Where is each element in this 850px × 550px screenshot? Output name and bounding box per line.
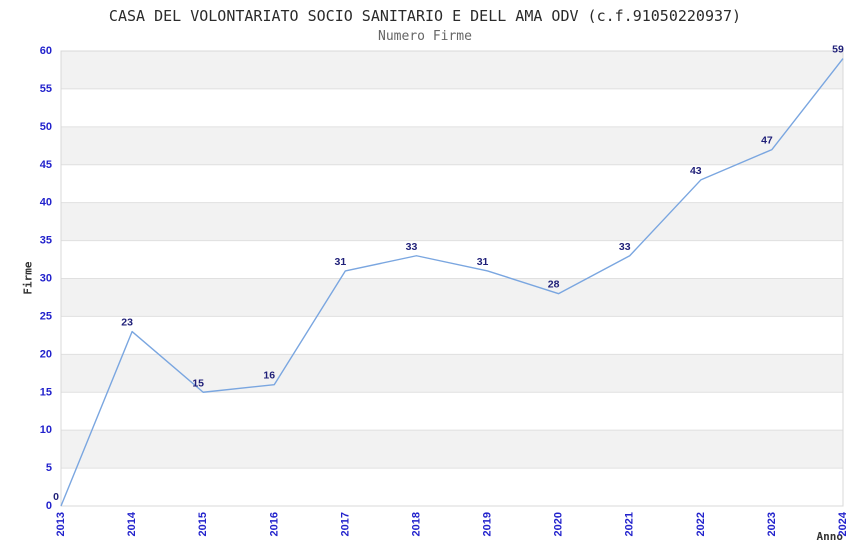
grid-band xyxy=(61,354,843,393)
x-tick-label: 2013 xyxy=(55,512,67,536)
y-tick-label: 35 xyxy=(40,235,52,247)
grid-band xyxy=(61,202,843,241)
x-tick-label: 2019 xyxy=(482,512,494,536)
x-tick-label: 2024 xyxy=(837,511,849,536)
data-point-label: 31 xyxy=(335,256,347,268)
y-tick-label: 30 xyxy=(40,273,52,285)
y-tick-label: 25 xyxy=(40,310,52,322)
y-tick-label: 0 xyxy=(46,500,52,512)
x-tick-label: 2017 xyxy=(339,512,351,536)
data-point-label: 43 xyxy=(690,165,702,177)
y-tick-label: 55 xyxy=(40,83,52,95)
x-tick-label: 2016 xyxy=(268,512,280,536)
x-tick-label: 2022 xyxy=(695,512,707,536)
data-point-label: 33 xyxy=(406,241,418,253)
data-point-label: 31 xyxy=(477,256,489,268)
x-tick-label: 2018 xyxy=(410,512,422,536)
grid-band xyxy=(61,126,843,165)
y-tick-label: 15 xyxy=(40,386,52,398)
grid-band xyxy=(61,430,843,469)
y-tick-label: 40 xyxy=(40,197,52,209)
chart-subtitle: Numero Firme xyxy=(378,29,472,44)
chart-title: CASA DEL VOLONTARIATO SOCIO SANITARIO E … xyxy=(108,7,742,25)
y-tick-label: 45 xyxy=(40,159,52,171)
grid-band xyxy=(61,278,843,317)
x-tick-label: 2014 xyxy=(126,511,138,536)
y-tick-label: 5 xyxy=(46,462,52,474)
x-tick-label: 2020 xyxy=(553,512,565,536)
x-axis-title: Anno xyxy=(816,530,844,543)
y-tick-label: 60 xyxy=(40,45,52,57)
data-point-label: 23 xyxy=(121,317,133,329)
data-point-label: 28 xyxy=(548,279,560,291)
data-point-label: 15 xyxy=(192,377,204,389)
y-tick-label: 50 xyxy=(40,121,52,133)
x-tick-label: 2023 xyxy=(766,512,778,536)
x-tick-label: 2021 xyxy=(624,512,636,536)
data-line xyxy=(60,58,844,507)
data-point-label: 59 xyxy=(832,44,844,56)
y-tick-label: 20 xyxy=(40,348,52,360)
y-tick-label: 10 xyxy=(40,424,52,436)
plot-border xyxy=(60,50,844,507)
data-point-label: 33 xyxy=(619,241,631,253)
data-point-label: 0 xyxy=(53,491,59,503)
grid-band xyxy=(61,51,843,89)
data-point-label: 16 xyxy=(263,370,275,382)
x-tick-label: 2015 xyxy=(197,512,209,536)
data-point-label: 47 xyxy=(761,135,773,147)
